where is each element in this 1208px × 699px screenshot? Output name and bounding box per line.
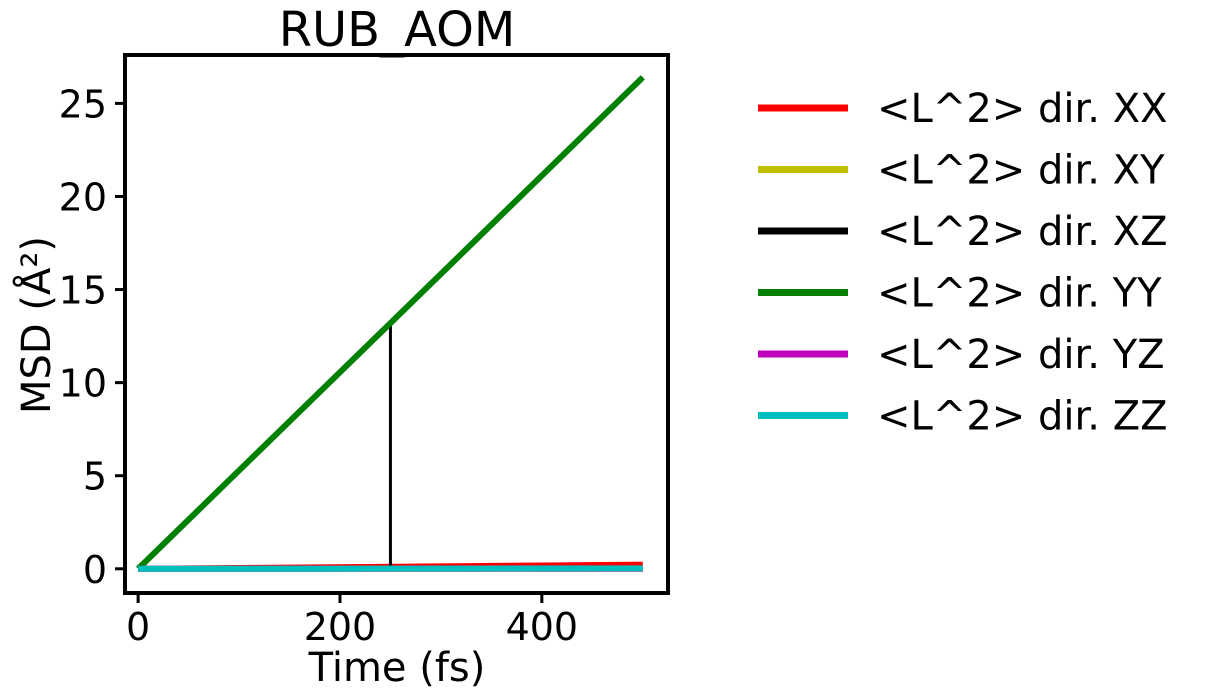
chart-title: RUB_AOM <box>279 2 516 58</box>
x-tick-label: 400 <box>506 605 579 649</box>
y-tick-label: 5 <box>83 455 107 499</box>
legend-item: <L^2> dir. XZ <box>758 209 1168 255</box>
plot-area <box>136 75 645 572</box>
x-tick-label: 200 <box>304 605 377 649</box>
y-tick-label: 10 <box>59 362 107 406</box>
y-tick-label: 25 <box>59 82 107 126</box>
legend-item: <L^2> dir. ZZ <box>758 394 1168 440</box>
legend-label: <L^2> dir. XY <box>877 148 1165 194</box>
legend-item: <L^2> dir. YZ <box>758 332 1165 378</box>
legend-item: <L^2> dir. XY <box>758 148 1165 194</box>
y-tick-label: 20 <box>59 175 107 219</box>
legend-label: <L^2> dir. ZZ <box>877 394 1168 440</box>
x-tick-label: 0 <box>126 605 150 649</box>
plot-frame <box>123 53 670 595</box>
legend-label: <L^2> dir. XZ <box>877 209 1168 255</box>
axes: 0 200 400 0 5 10 15 20 25 <box>59 53 670 649</box>
x-axis-title: Time (fs) <box>308 645 486 691</box>
y-tick-label: 0 <box>83 548 107 592</box>
legend-label: <L^2> dir. YZ <box>877 332 1165 378</box>
legend-item: <L^2> dir. XX <box>758 86 1168 132</box>
series-line-4 <box>136 75 645 571</box>
y-tick-label: 15 <box>59 269 107 313</box>
y-axis-title: MSD (Å²) <box>12 236 60 414</box>
legend-label: <L^2> dir. YY <box>877 271 1162 317</box>
legend-item: <L^2> dir. YY <box>758 271 1162 317</box>
series-group <box>136 75 645 572</box>
legend: <L^2> dir. XX <L^2> dir. XY <L^2> dir. XZ <… <box>758 86 1168 440</box>
legend-label: <L^2> dir. XX <box>877 86 1168 132</box>
